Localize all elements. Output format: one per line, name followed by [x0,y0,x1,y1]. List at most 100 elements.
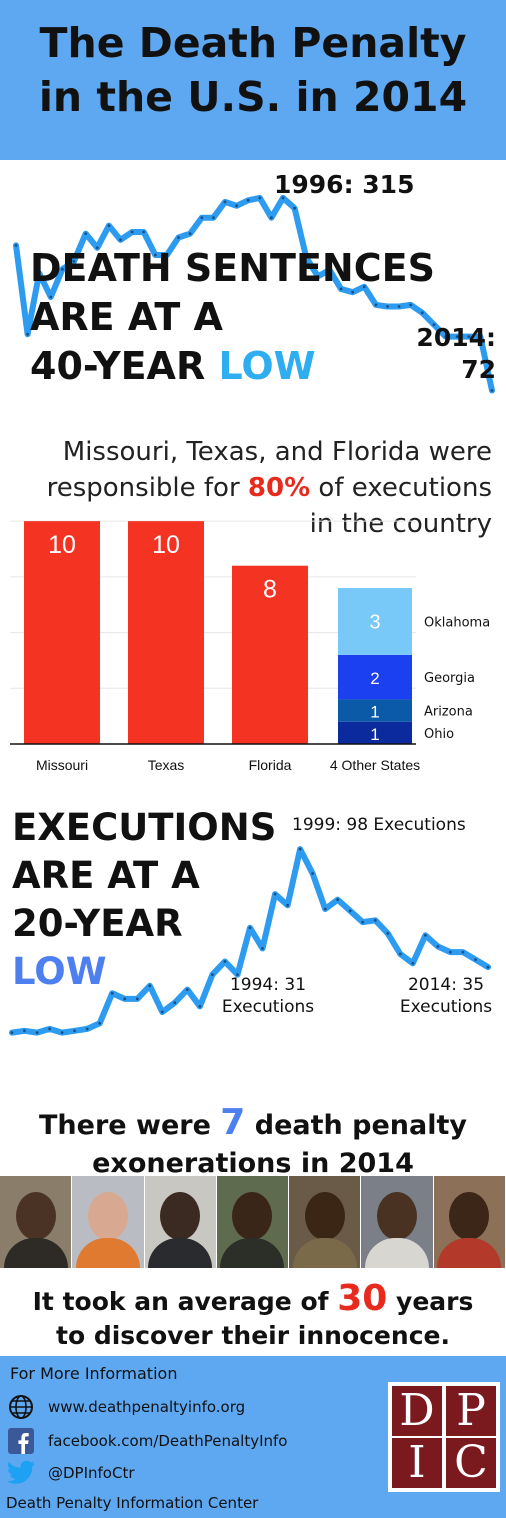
sentences-headline-line-1: DEATH SENTENCES [30,246,435,290]
sentences-point-2014 [490,389,494,392]
exonerations-text: There were 7 death penalty exonerations … [0,1104,506,1183]
executions-point-2014 [486,965,490,969]
bar-category-label-2: Florida [249,757,292,773]
subhead-line-2: responsible for 80% of executions [10,470,492,506]
footer-heading: For More Information [10,1364,178,1383]
sentences-point-2012 [467,335,471,338]
executions-point-1978 [35,1031,39,1034]
sentences-end-label: 2014: 72 [416,322,496,386]
avg-line-1: It took an average of 30 years [0,1281,506,1319]
dpic-logo: D P I C [388,1382,500,1492]
exoneree-photos [0,1176,506,1268]
sentences-point-1993 [246,198,250,202]
sentences-point-1978 [72,259,76,263]
sentences-headline-line-2: ARE AT A [30,295,223,339]
sentences-point-1984 [142,230,146,234]
sentences-point-2002 [351,290,355,294]
executions-chart [9,846,491,1036]
executions-point-2000 [311,872,314,875]
avg-suffix: years [387,1287,474,1316]
twitter-handle[interactable]: @DPInfoCtr [48,1464,135,1482]
sentences-series-line [13,194,495,394]
exoneree-photo-6 [361,1176,434,1268]
subhead-line-3: in the country [309,509,492,539]
stack-value-georgia: 2 [370,669,379,688]
executions-point-1994 [236,973,239,976]
subhead-prefix: responsible for [46,473,248,503]
executions-point-1990 [186,988,189,991]
executions-point-2011 [449,950,452,954]
website-link[interactable]: www.deathpenaltyinfo.org [48,1398,246,1416]
sentences-point-2009 [432,323,436,327]
executions-point-1992 [211,973,214,976]
sentences-point-2007 [409,303,413,307]
executions-point-1981 [73,1029,76,1033]
exon-prefix: There were [39,1110,221,1141]
bar-category-label-3: 4 Other States [330,757,420,773]
executions-point-2004 [361,920,365,924]
sentences-end-label-value: 72 [461,355,496,384]
page-title: The Death Penalty in the U.S. in 2014 [0,16,506,124]
sentences-point-1975 [37,271,41,275]
sentences-point-1980 [95,246,99,250]
sentences-point-2013 [479,335,482,338]
stack-label-arizona: Arizona [424,705,473,720]
sentences-point-2004 [374,303,378,307]
sentences-point-1981 [107,224,111,227]
sentences-headline-line-3: 40-YEAR LOW [30,342,435,391]
avg-prefix: It took an average of [32,1287,338,1316]
sentences-headline-prefix: 40-YEAR [30,344,219,388]
executions-point-1976 [10,1031,14,1034]
bar-florida [232,565,308,744]
executions-end-label-text: Executions [399,997,493,1017]
sentences-point-1995 [270,216,273,220]
state-executions-subhead: Missouri, Texas, and Florida were respon… [10,434,492,542]
facebook-link[interactable]: facebook.com/DeathPenaltyInfo [48,1432,288,1450]
sentences-point-1983 [130,230,134,234]
footer: For More Information www.deathpenaltyinf… [0,1356,506,1518]
header-banner: The Death Penalty in the U.S. in 2014 [0,0,506,160]
exoneree-photo-3 [144,1176,217,1268]
bar-value-label-0: 10 [48,531,76,559]
sentences-point-1982 [119,238,122,242]
subhead-line-1: Missouri, Texas, and Florida were [62,437,492,467]
sentences-point-1986 [165,253,169,257]
executions-low-label-text: Executions [221,997,315,1017]
sentences-peak-label: 1996: 315 [274,170,415,199]
avg-line-2: to discover their innocence. [56,1321,450,1350]
executions-peak-label: 1999: 98 Executions [292,815,466,835]
sentences-headline: DEATH SENTENCES ARE AT A 40-YEAR LOW [30,244,435,391]
sentences-point-2000 [328,268,331,272]
sentences-point-2003 [362,285,366,289]
sentences-point-1977 [61,267,64,271]
exoneree-photo-2 [72,1176,145,1268]
sentences-point-2011 [455,335,459,338]
executions-point-1997 [273,892,277,896]
sentences-point-1998 [304,255,308,259]
sentences-point-1989 [200,216,204,220]
executions-point-1996 [261,947,264,950]
executions-headline-line-2: ARE AT A [12,854,200,897]
avg-number: 30 [337,1278,388,1319]
sentences-point-2008 [420,311,424,315]
bar-texas [128,521,204,744]
exonerations-line-2: exonerations in 2014 [92,1148,414,1179]
exoneree-photo-1 [0,1176,73,1268]
executions-point-1985 [123,997,127,1001]
executions-point-2003 [348,909,352,913]
stack-label-oklahoma: Oklahoma [424,615,490,630]
exoneree-photo-4 [216,1176,290,1268]
bar-value-label-2: 8 [263,576,277,604]
sentences-point-1990 [212,216,215,220]
sentences-point-2010 [444,335,447,338]
executions-point-2002 [336,898,340,902]
logo-letter-i: I [392,1438,442,1488]
executions-point-1986 [135,997,139,1001]
executions-point-2010 [436,945,440,948]
sentences-point-1994 [258,196,262,200]
exon-suffix: death penalty [245,1110,467,1141]
sentences-point-1992 [235,204,239,208]
executions-point-2006 [386,932,390,935]
executions-point-1999 [298,847,302,851]
logo-letter-c: C [446,1438,496,1488]
